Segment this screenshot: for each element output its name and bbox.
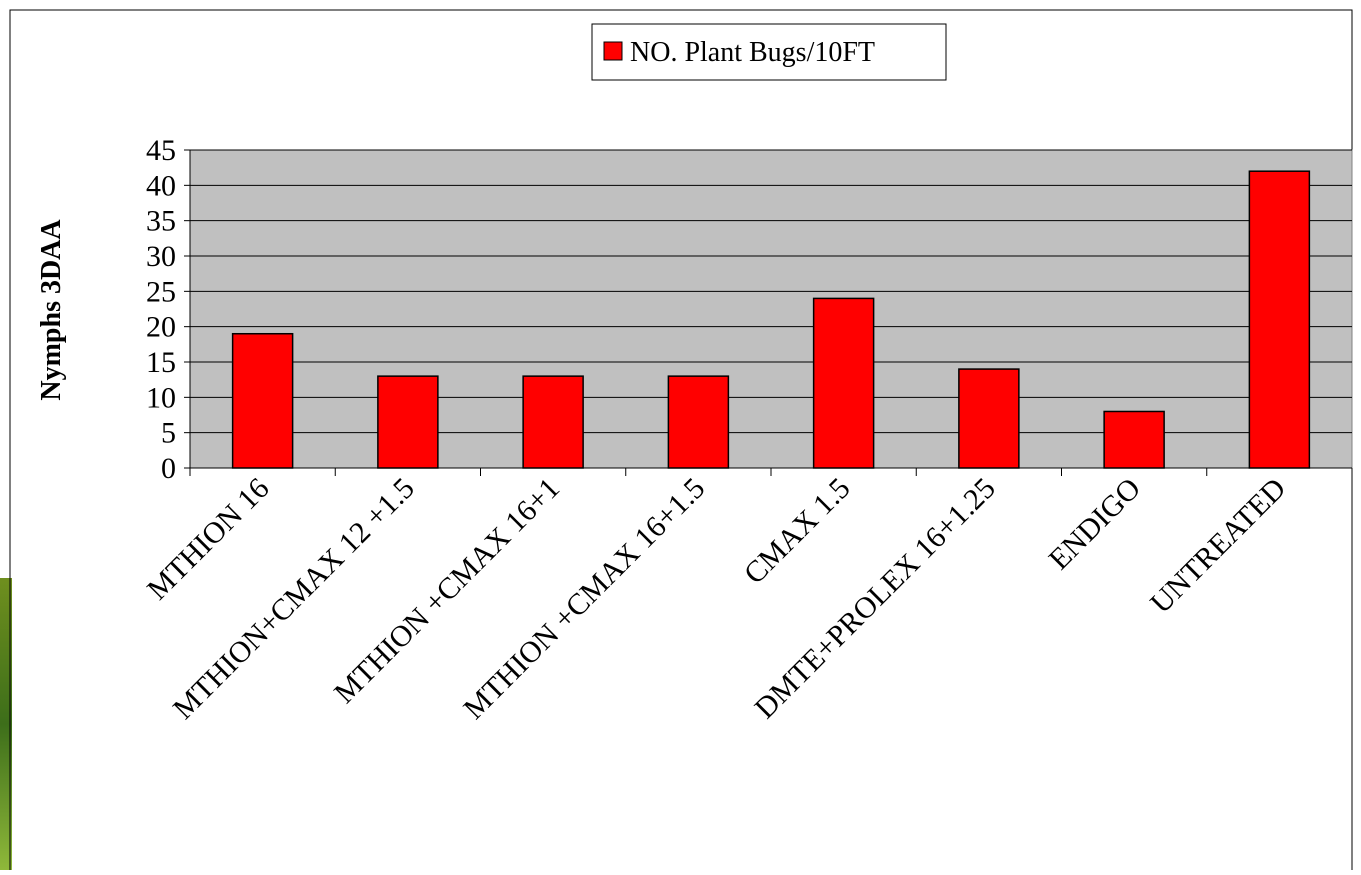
legend: NO. Plant Bugs/10FT bbox=[591, 23, 947, 81]
y-tick-label: 10 bbox=[146, 381, 176, 414]
bar bbox=[231, 332, 294, 469]
y-tick-label: 0 bbox=[161, 452, 176, 485]
x-tick-label: DMTE+PROLEX 16+1.25 bbox=[748, 472, 1002, 726]
x-tick-label: CMAX 1.5 bbox=[738, 472, 857, 591]
y-tick-label: 5 bbox=[161, 417, 176, 450]
bar bbox=[1103, 410, 1165, 469]
y-tick-label: 40 bbox=[146, 169, 176, 202]
bar bbox=[667, 375, 730, 469]
legend-swatch bbox=[603, 41, 623, 61]
legend-label: NO. Plant Bugs/10FT bbox=[630, 37, 875, 68]
y-tick-label: 15 bbox=[146, 346, 176, 379]
bar bbox=[812, 297, 875, 469]
y-tick-label: 20 bbox=[146, 311, 176, 344]
x-tick-label: MTHION+CMAX 12 +1.5 bbox=[167, 472, 421, 726]
bar bbox=[522, 375, 584, 469]
x-tick-label: ENDIGO bbox=[1042, 472, 1147, 577]
bar bbox=[377, 375, 439, 469]
x-tick-label: UNTREATED bbox=[1144, 472, 1292, 620]
background-image bbox=[0, 578, 12, 870]
x-tick-label: MTHION +CMAX 16+1.5 bbox=[457, 472, 711, 726]
y-tick-label: 25 bbox=[146, 275, 176, 308]
bar bbox=[958, 368, 1020, 469]
bar bbox=[1248, 170, 1311, 469]
y-tick-label: 35 bbox=[146, 205, 176, 238]
plot-area bbox=[189, 149, 1353, 469]
y-axis-label: Nymphs 3DAA bbox=[36, 219, 67, 401]
y-tick-label: 45 bbox=[146, 134, 176, 167]
y-tick-label: 30 bbox=[146, 240, 176, 273]
legend-box bbox=[591, 23, 947, 81]
x-tick-label: MTHION 16 bbox=[141, 472, 276, 607]
